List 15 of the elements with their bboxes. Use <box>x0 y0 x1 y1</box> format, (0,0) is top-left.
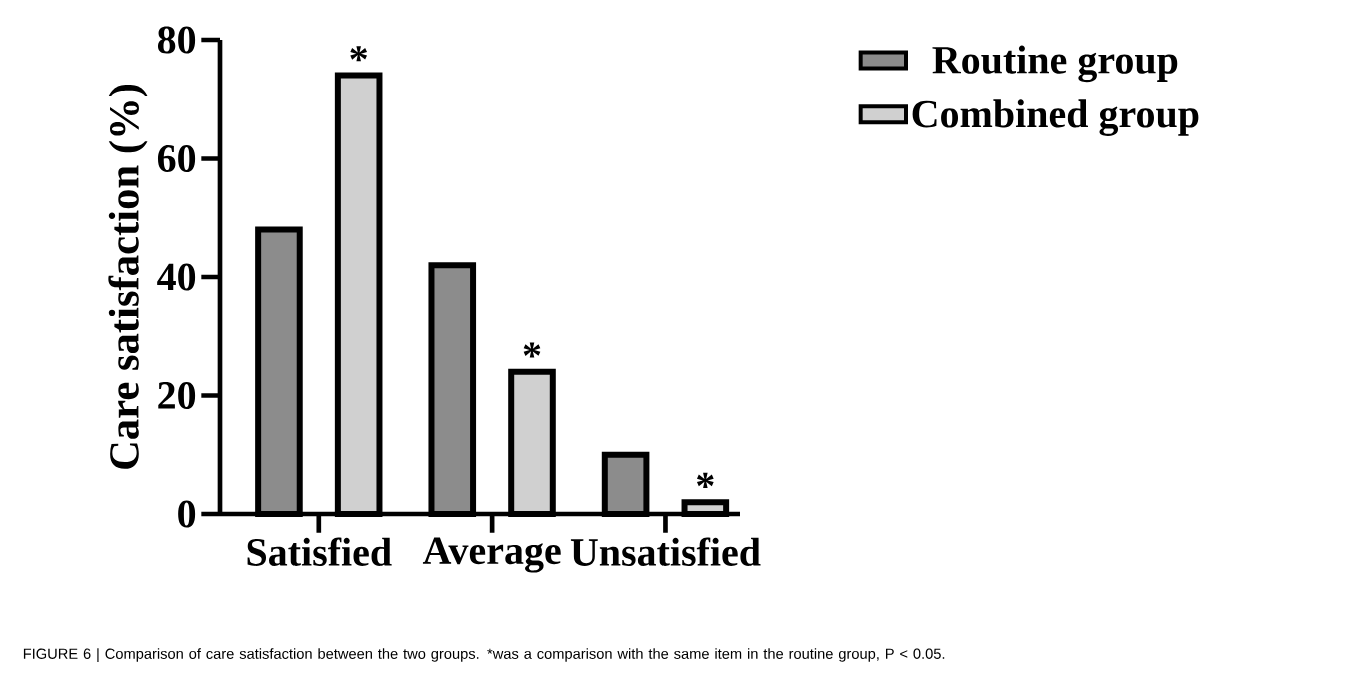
y-tick-label: 20 <box>158 382 196 410</box>
annotation: * <box>523 342 541 358</box>
y-tick-label: 80 <box>157 26 196 54</box>
y-tick-label: 40 <box>157 263 196 291</box>
legend-label: Routine group <box>932 45 1178 83</box>
y-axis-title: Care satisfaction (%) <box>108 84 148 469</box>
y-tick-label: 0 <box>178 500 196 528</box>
x-tick-label: Unsatisfied <box>570 537 761 566</box>
x-tick-label: Satisfied <box>247 537 392 566</box>
annotation: * <box>696 472 714 488</box>
annotation: * <box>350 46 368 62</box>
legend-label: Combined group <box>912 99 1199 136</box>
y-tick-label: 60 <box>157 145 196 173</box>
caption: FIGURE 6 | Comparison of care satisfaction between the two groups. *was a comparison with the same item in the routine group, P < 0.05. <box>23 648 945 662</box>
x-tick-label: Average <box>422 537 561 573</box>
